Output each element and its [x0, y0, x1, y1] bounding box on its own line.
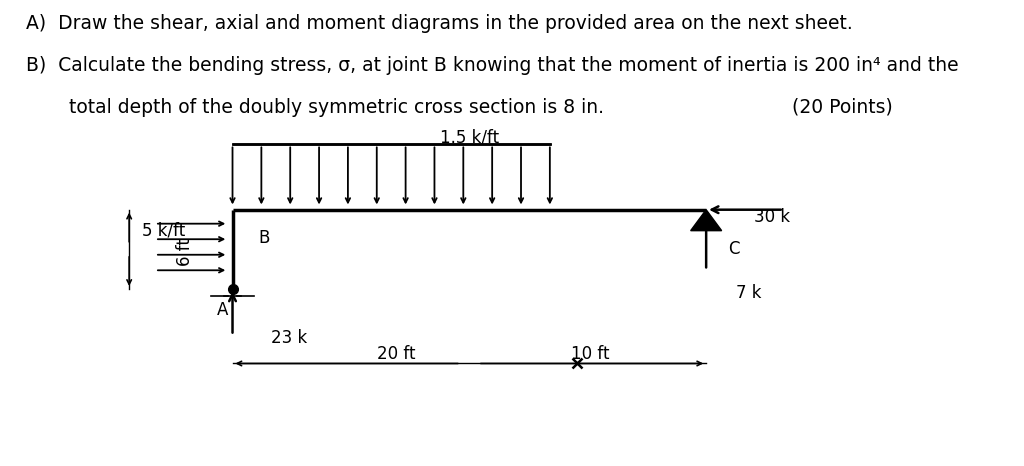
Text: 5 k/ft: 5 k/ft	[142, 222, 185, 240]
Text: 6 ft: 6 ft	[176, 238, 195, 266]
Text: (20 Points): (20 Points)	[793, 98, 893, 117]
Text: 7 k: 7 k	[736, 284, 762, 302]
Text: 30 k: 30 k	[754, 208, 790, 226]
Text: A: A	[217, 301, 228, 319]
Text: total depth of the doubly symmetric cross section is 8 in.: total depth of the doubly symmetric cros…	[69, 98, 604, 117]
Text: 1.5 k/ft: 1.5 k/ft	[439, 129, 499, 147]
Text: 10 ft: 10 ft	[570, 345, 609, 363]
Text: B: B	[258, 229, 269, 247]
Text: 20 ft: 20 ft	[377, 345, 416, 363]
Text: 23 k: 23 k	[271, 329, 307, 347]
Text: A)  Draw the shear, axial and moment diagrams in the provided area on the next s: A) Draw the shear, axial and moment diag…	[26, 14, 853, 33]
Polygon shape	[690, 210, 722, 231]
Text: B)  Calculate the bending stress, σ, at joint B knowing that the moment of inert: B) Calculate the bending stress, σ, at j…	[26, 56, 958, 75]
Text: C: C	[728, 240, 739, 258]
